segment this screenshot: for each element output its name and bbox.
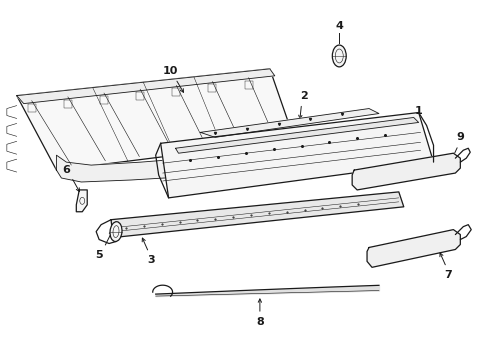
- Text: 3: 3: [147, 255, 154, 265]
- Text: 7: 7: [444, 270, 452, 280]
- Text: 2: 2: [300, 91, 307, 101]
- Text: 5: 5: [96, 251, 103, 260]
- Text: 4: 4: [335, 21, 343, 31]
- Text: 10: 10: [163, 66, 178, 76]
- Text: 1: 1: [415, 105, 422, 116]
- Polygon shape: [56, 140, 294, 182]
- Text: 6: 6: [62, 165, 71, 175]
- Polygon shape: [175, 117, 418, 153]
- Polygon shape: [17, 69, 294, 170]
- Text: 9: 9: [456, 132, 464, 142]
- Polygon shape: [17, 69, 275, 104]
- Ellipse shape: [110, 222, 122, 242]
- Polygon shape: [200, 109, 379, 137]
- Polygon shape: [352, 153, 460, 190]
- Text: 8: 8: [256, 317, 264, 327]
- Polygon shape: [111, 192, 404, 238]
- Polygon shape: [76, 190, 87, 212]
- Ellipse shape: [332, 45, 346, 67]
- Polygon shape: [367, 230, 460, 267]
- Polygon shape: [161, 113, 434, 198]
